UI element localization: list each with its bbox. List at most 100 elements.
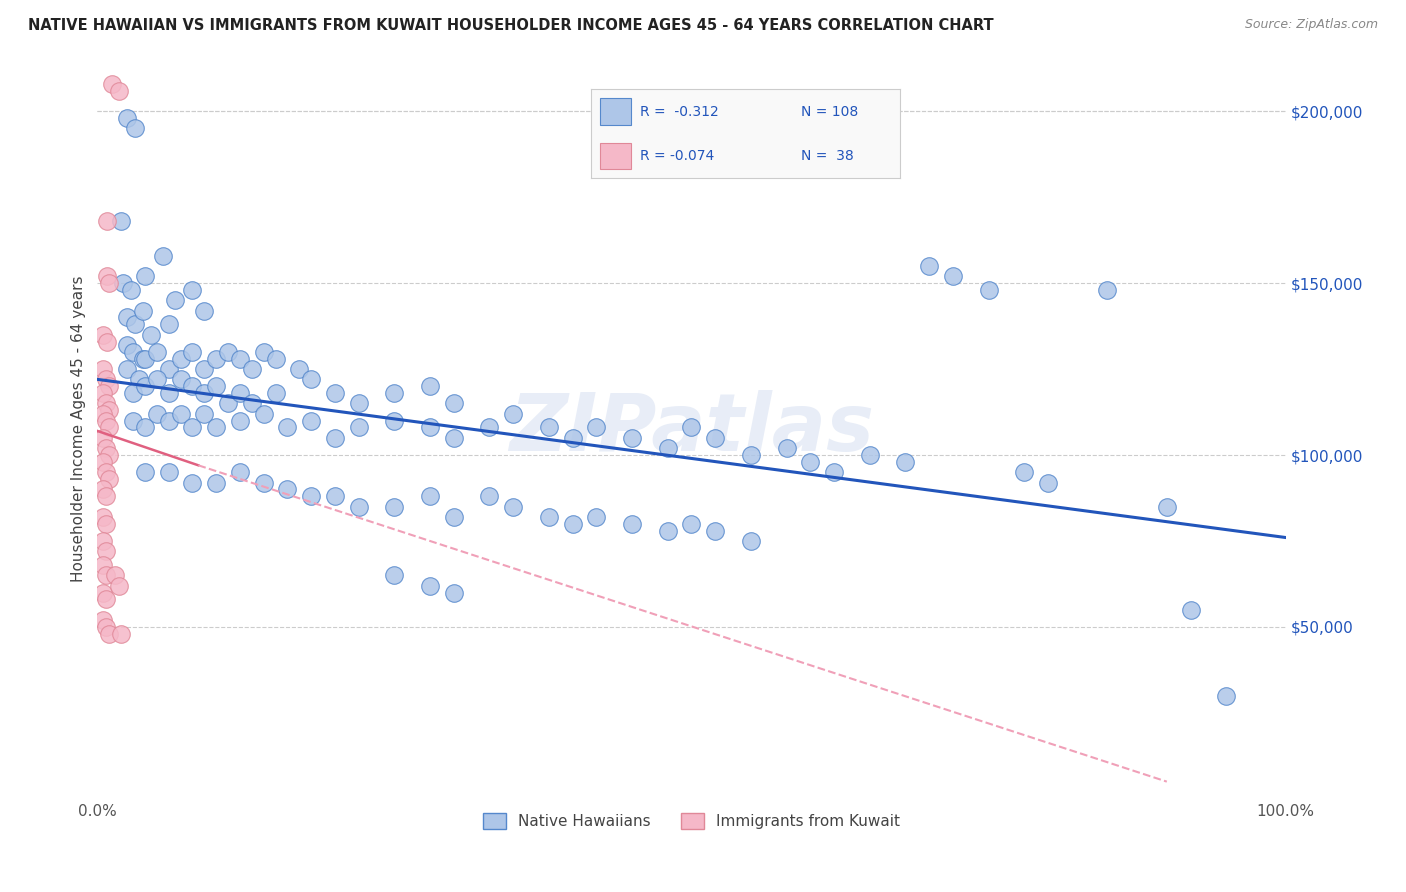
Point (122, 386, 145, 401)
Point (347, 500, 370, 514)
Point (91, 613, 114, 627)
Point (107, 84, 129, 98)
Point (181, 420, 204, 434)
Point (1180, 603, 1202, 617)
Point (253, 344, 276, 359)
Point (264, 386, 287, 401)
Point (122, 414, 145, 428)
Point (681, 516, 703, 531)
Point (859, 448, 882, 462)
Point (1097, 283, 1119, 297)
Point (347, 396, 370, 410)
Legend: Native Hawaiians, Immigrants from Kuwait: Native Hawaiians, Immigrants from Kuwait (477, 807, 907, 836)
Point (419, 420, 441, 434)
Point (157, 386, 180, 401)
Point (288, 362, 311, 376)
Point (115, 338, 138, 352)
Point (134, 420, 156, 434)
Point (98, 627, 121, 641)
Point (264, 351, 287, 366)
Point (657, 524, 679, 538)
Point (128, 372, 150, 386)
Point (384, 500, 406, 514)
Point (91, 558, 114, 572)
Point (621, 431, 644, 445)
Point (229, 386, 252, 401)
Point (323, 386, 346, 401)
Point (561, 516, 583, 531)
Point (131, 351, 153, 366)
Point (134, 379, 156, 393)
Point (419, 379, 441, 393)
Point (704, 431, 727, 445)
Point (299, 414, 322, 428)
Point (253, 407, 276, 421)
Point (98, 379, 121, 393)
Point (115, 310, 138, 325)
Point (217, 396, 239, 410)
Point (115, 111, 138, 125)
Point (478, 489, 501, 503)
Point (193, 362, 215, 376)
Point (98, 448, 121, 462)
Point (323, 489, 346, 503)
Point (169, 372, 191, 386)
Point (145, 372, 167, 386)
Point (107, 579, 129, 593)
Point (1215, 689, 1237, 703)
Point (977, 283, 1000, 297)
Point (561, 431, 583, 445)
Point (918, 259, 941, 273)
Point (205, 379, 228, 393)
Point (91, 585, 114, 599)
Point (323, 431, 346, 445)
Point (134, 465, 156, 479)
Point (91, 386, 114, 401)
Point (276, 483, 298, 497)
Point (193, 386, 215, 401)
Point (139, 327, 162, 342)
Point (205, 351, 228, 366)
Text: NATIVE HAWAIIAN VS IMMIGRANTS FROM KUWAIT HOUSEHOLDER INCOME AGES 45 - 64 YEARS : NATIVE HAWAIIAN VS IMMIGRANTS FROM KUWAI… (28, 18, 994, 33)
Point (91, 362, 114, 376)
Point (894, 455, 917, 469)
Bar (600, 143, 631, 169)
Point (115, 362, 138, 376)
Point (384, 386, 406, 401)
Point (94, 414, 117, 428)
Point (217, 344, 239, 359)
Point (157, 362, 180, 376)
Point (621, 516, 644, 531)
Point (94, 396, 117, 410)
Point (384, 414, 406, 428)
Point (94, 489, 117, 503)
Point (169, 407, 191, 421)
Point (502, 407, 524, 421)
Point (704, 524, 727, 538)
Point (134, 351, 156, 366)
Point (131, 303, 153, 318)
Bar (600, 98, 631, 125)
Point (98, 472, 121, 486)
Point (229, 465, 252, 479)
Point (94, 465, 117, 479)
Point (157, 465, 180, 479)
Point (537, 420, 560, 434)
Point (94, 592, 117, 607)
Point (163, 293, 186, 308)
Point (740, 533, 762, 548)
Point (299, 489, 322, 503)
Point (145, 344, 167, 359)
Point (98, 420, 121, 434)
Y-axis label: Householder Income Ages 45 - 64 years: Householder Income Ages 45 - 64 years (72, 276, 86, 582)
Point (110, 214, 132, 228)
Point (443, 396, 465, 410)
Point (91, 327, 114, 342)
Point (91, 533, 114, 548)
Point (799, 455, 821, 469)
Point (942, 269, 965, 284)
Point (181, 344, 204, 359)
Point (98, 276, 121, 290)
Point (443, 431, 465, 445)
Point (96, 334, 118, 349)
